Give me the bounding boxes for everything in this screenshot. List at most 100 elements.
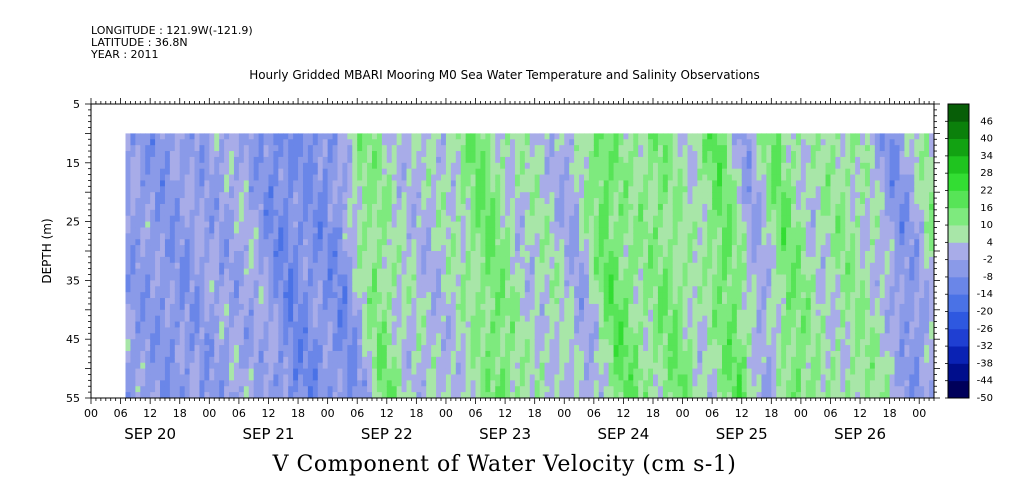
- heatmap-cell: [539, 303, 546, 311]
- heatmap-cell: [524, 374, 531, 381]
- heatmap-cell: [480, 186, 486, 193]
- heatmap-cell: [657, 215, 664, 223]
- heatmap-cell: [302, 256, 309, 264]
- heatmap-cell: [485, 345, 491, 352]
- heatmap-cell: [613, 233, 620, 240]
- heatmap-cell: [307, 286, 314, 293]
- heatmap-cell: [613, 339, 620, 346]
- heatmap-cell: [169, 268, 176, 276]
- heatmap-cell: [569, 286, 575, 293]
- heatmap-cell: [396, 180, 403, 187]
- heatmap-cell: [500, 298, 506, 305]
- heatmap-cell: [485, 203, 491, 211]
- heatmap-cell: [559, 327, 565, 334]
- heatmap-cell: [169, 303, 176, 311]
- heatmap-cell: [554, 333, 560, 340]
- heatmap-cell: [583, 303, 590, 311]
- heatmap-cell: [574, 321, 580, 329]
- heatmap-cell: [332, 262, 339, 270]
- heatmap-cell: [214, 327, 220, 334]
- heatmap-cell: [406, 345, 413, 352]
- heatmap-cell: [140, 221, 146, 229]
- heatmap-cell: [574, 315, 580, 323]
- heatmap-cell: [598, 215, 605, 223]
- heatmap-cell: [125, 274, 132, 281]
- heatmap-cell: [145, 215, 151, 223]
- heatmap-cell: [263, 303, 270, 311]
- heatmap-cell: [342, 186, 348, 193]
- heatmap-cell: [480, 203, 486, 211]
- heatmap-cell: [224, 268, 230, 276]
- heatmap-cell: [209, 309, 215, 317]
- heatmap-cell: [248, 186, 255, 193]
- heatmap-cell: [362, 368, 368, 376]
- heatmap-cell: [174, 268, 181, 276]
- heatmap-cell: [519, 215, 526, 223]
- heatmap-cell: [135, 168, 141, 176]
- heatmap-cell: [376, 356, 383, 364]
- heatmap-cell: [322, 227, 329, 234]
- heatmap-cell: [569, 174, 575, 182]
- heatmap-cell: [510, 380, 516, 387]
- heatmap-cell: [416, 339, 422, 346]
- heatmap-cell: [243, 168, 250, 176]
- heatmap-cell: [519, 298, 526, 305]
- heatmap-cell: [598, 286, 605, 293]
- heatmap-cell: [233, 392, 240, 398]
- heatmap-cell: [238, 321, 245, 329]
- heatmap-cell: [342, 303, 348, 311]
- heatmap-cell: [317, 203, 324, 211]
- heatmap-cell: [431, 186, 437, 193]
- heatmap-cell: [302, 209, 309, 217]
- heatmap-cell: [416, 309, 422, 317]
- heatmap-cell: [332, 362, 339, 370]
- heatmap-cell: [554, 145, 560, 152]
- heatmap-cell: [455, 139, 462, 146]
- heatmap-cell: [603, 392, 610, 398]
- heatmap-cell: [169, 327, 176, 334]
- heatmap-cell: [470, 203, 477, 211]
- heatmap-cell: [441, 174, 447, 182]
- heatmap-cell: [337, 221, 344, 229]
- heatmap-cell: [455, 309, 462, 317]
- heatmap-cell: [322, 280, 329, 287]
- heatmap-cell: [268, 133, 275, 140]
- heatmap-cell: [667, 374, 674, 381]
- heatmap-cell: [623, 274, 629, 281]
- heatmap-cell: [160, 392, 166, 398]
- heatmap-cell: [317, 362, 324, 370]
- heatmap-cell: [391, 145, 398, 152]
- heatmap-cell: [613, 203, 620, 211]
- heatmap-cell: [130, 333, 136, 340]
- heatmap-cell: [564, 292, 570, 299]
- heatmap-cell: [233, 198, 240, 205]
- heatmap-cell: [155, 339, 161, 346]
- heatmap-cell: [480, 139, 486, 146]
- heatmap-cell: [549, 174, 556, 182]
- heatmap-cell: [164, 303, 171, 311]
- heatmap-cell: [283, 321, 289, 329]
- heatmap-cell: [495, 321, 501, 329]
- heatmap-cell: [278, 268, 284, 276]
- heatmap-cell: [322, 203, 329, 211]
- heatmap-cell: [155, 192, 161, 199]
- heatmap-cell: [441, 233, 447, 240]
- heatmap-cell: [648, 356, 654, 364]
- heatmap-cell: [445, 374, 452, 381]
- heatmap-cell: [209, 327, 215, 334]
- heatmap-cell: [480, 321, 486, 329]
- heatmap-cell: [436, 215, 442, 223]
- heatmap-cell: [406, 245, 413, 252]
- heatmap-cell: [495, 174, 501, 182]
- heatmap-cell: [480, 350, 486, 358]
- heatmap-cell: [278, 162, 284, 170]
- heatmap-cell: [140, 345, 146, 352]
- heatmap-cell: [357, 251, 363, 258]
- heatmap-cell: [588, 292, 595, 299]
- heatmap-cell: [209, 274, 215, 281]
- heatmap-cell: [357, 309, 363, 317]
- heatmap-cell: [495, 156, 501, 164]
- heatmap-cell: [574, 209, 580, 217]
- heatmap-cell: [238, 180, 245, 187]
- heatmap-cell: [189, 221, 196, 229]
